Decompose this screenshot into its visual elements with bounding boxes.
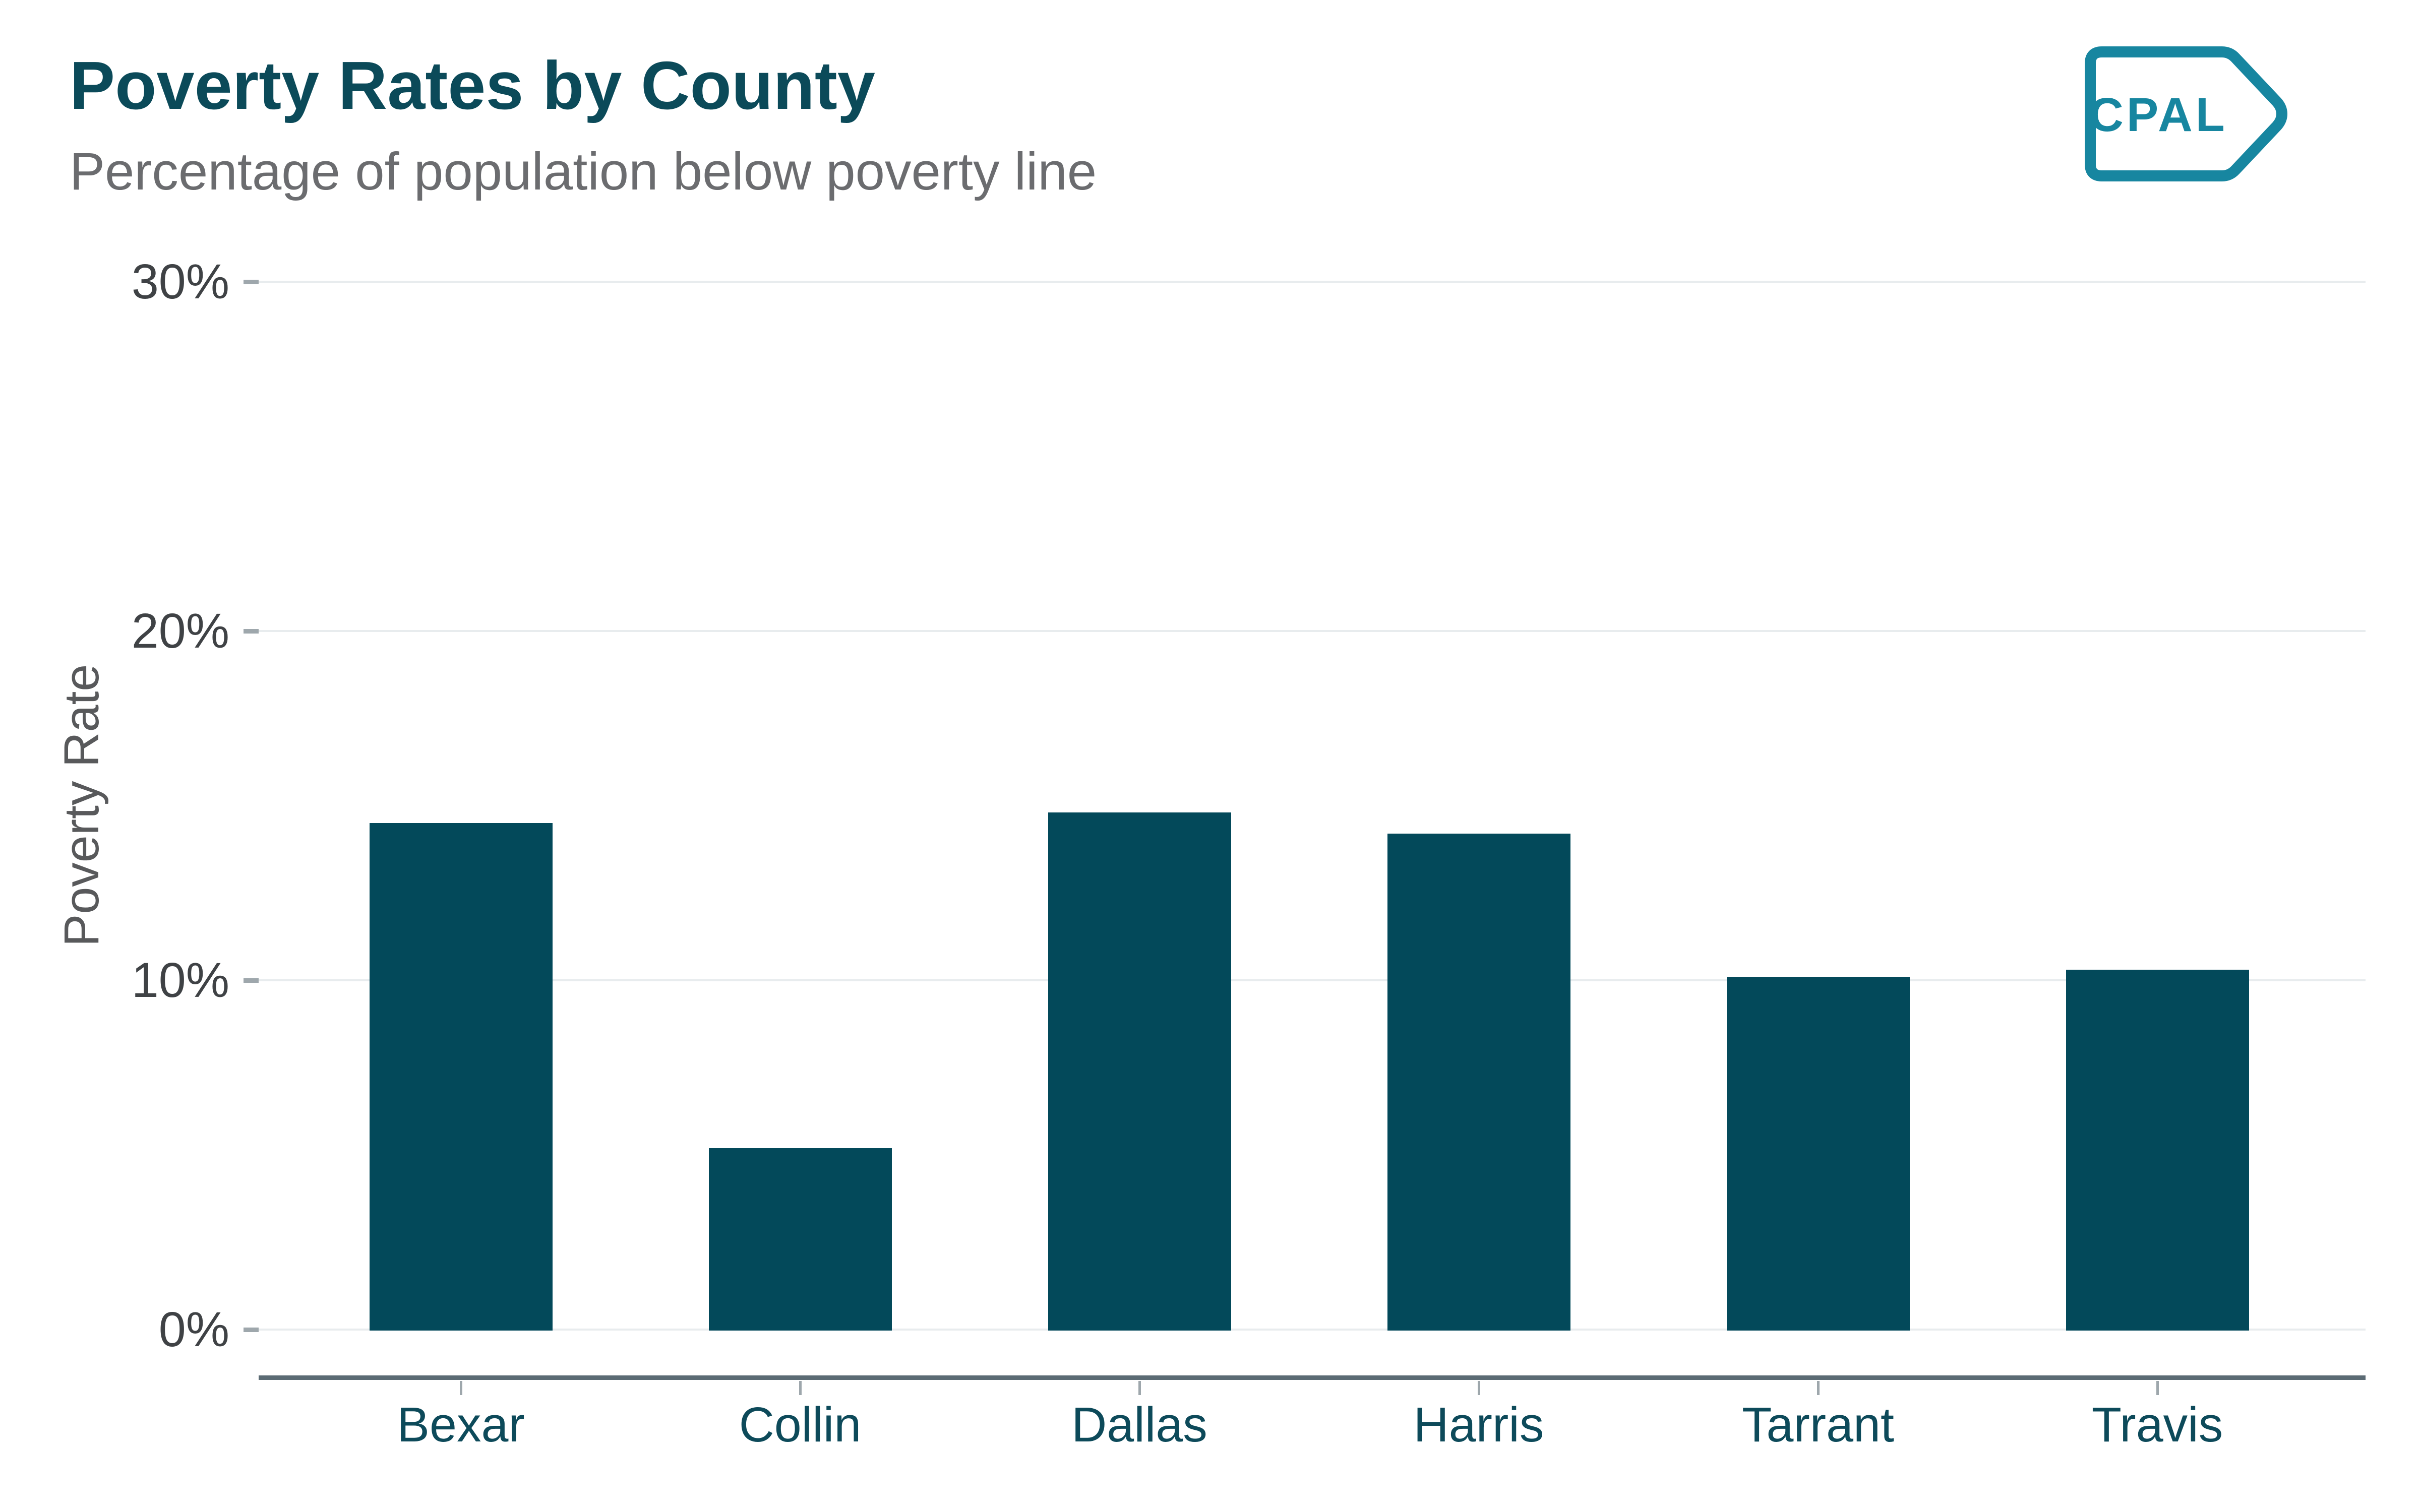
y-tick-mark-30%	[244, 280, 259, 284]
x-tick-label-harris: Harris	[1413, 1397, 1544, 1452]
bar-tarrant	[1726, 977, 1910, 1331]
x-tick-label-dallas: Dallas	[1071, 1397, 1207, 1452]
x-tick-mark-collin	[799, 1381, 802, 1395]
y-tick-label-0%: 0%	[158, 1302, 229, 1357]
bar-collin	[708, 1148, 892, 1331]
x-tick-mark-dallas	[1138, 1381, 1141, 1395]
chart-subtitle: Percentage of population below poverty l…	[70, 142, 1097, 201]
x-tick-mark-bexar	[459, 1381, 462, 1395]
cpal-logo-arrow-icon: CPAL	[2085, 46, 2287, 181]
chart-title: Poverty Rates by County	[70, 47, 875, 123]
y-tick-mark-10%	[244, 978, 259, 983]
x-axis-line	[259, 1375, 2366, 1380]
gridline-10%	[259, 979, 2366, 981]
y-tick-label-10%: 10%	[131, 953, 229, 1007]
bar-harris	[1387, 833, 1570, 1331]
x-tick-label-travis: Travis	[2091, 1397, 2223, 1452]
x-tick-label-tarrant: Tarrant	[1742, 1397, 1894, 1452]
gridline-0%	[259, 1329, 2366, 1331]
x-tick-mark-travis	[2156, 1381, 2159, 1395]
y-tick-label-30%: 30%	[131, 254, 229, 309]
bar-dallas	[1048, 812, 1231, 1331]
y-tick-mark-0%	[244, 1328, 259, 1332]
x-tick-mark-harris	[1477, 1381, 1480, 1395]
gridline-30%	[259, 281, 2366, 283]
gridline-20%	[259, 630, 2366, 632]
cpal-logo: CPAL	[2085, 46, 2289, 184]
y-tick-mark-20%	[244, 629, 259, 634]
cpal-logo-text: CPAL	[2089, 88, 2228, 142]
bar-travis	[2066, 970, 2249, 1331]
y-tick-label-20%: 20%	[131, 603, 229, 658]
bar-bexar	[369, 823, 553, 1331]
x-tick-mark-tarrant	[1817, 1381, 1820, 1395]
x-tick-label-bexar: Bexar	[397, 1397, 525, 1452]
x-tick-label-collin: Collin	[739, 1397, 862, 1452]
